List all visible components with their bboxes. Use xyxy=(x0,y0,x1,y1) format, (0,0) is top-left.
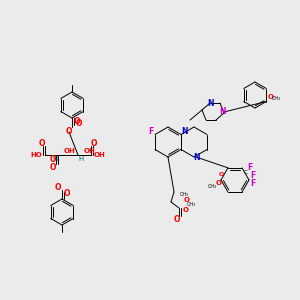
Text: F: F xyxy=(250,179,256,188)
Text: OH: OH xyxy=(83,148,95,154)
Text: O: O xyxy=(74,116,80,125)
Text: H: H xyxy=(78,156,84,162)
Text: F: F xyxy=(250,172,256,181)
Text: F: F xyxy=(148,127,154,136)
Text: C: C xyxy=(244,170,248,175)
Text: H: H xyxy=(52,156,58,162)
Text: F: F xyxy=(248,164,253,172)
Text: O: O xyxy=(216,180,222,186)
Text: O: O xyxy=(66,127,72,136)
Text: N: N xyxy=(220,107,226,116)
Text: N: N xyxy=(193,152,199,161)
Text: O: O xyxy=(76,118,82,127)
Text: CH₃: CH₃ xyxy=(179,193,189,197)
Text: O: O xyxy=(184,197,190,203)
Text: O: O xyxy=(39,139,45,148)
Text: O: O xyxy=(218,172,224,178)
Text: O: O xyxy=(50,155,56,164)
Text: O: O xyxy=(183,207,189,213)
Text: O: O xyxy=(174,214,180,224)
Text: HO: HO xyxy=(30,152,42,158)
Text: O: O xyxy=(268,94,274,100)
Text: CH₃: CH₃ xyxy=(207,184,217,188)
Text: O: O xyxy=(91,139,97,148)
Text: N: N xyxy=(182,128,188,136)
Text: O: O xyxy=(50,163,56,172)
Text: O: O xyxy=(64,190,70,199)
Text: CH₃: CH₃ xyxy=(272,97,280,101)
Text: O: O xyxy=(55,184,61,193)
Text: OH: OH xyxy=(63,148,75,154)
Text: CH₃: CH₃ xyxy=(186,202,196,206)
Text: OH: OH xyxy=(94,152,106,158)
Text: N: N xyxy=(208,100,214,109)
